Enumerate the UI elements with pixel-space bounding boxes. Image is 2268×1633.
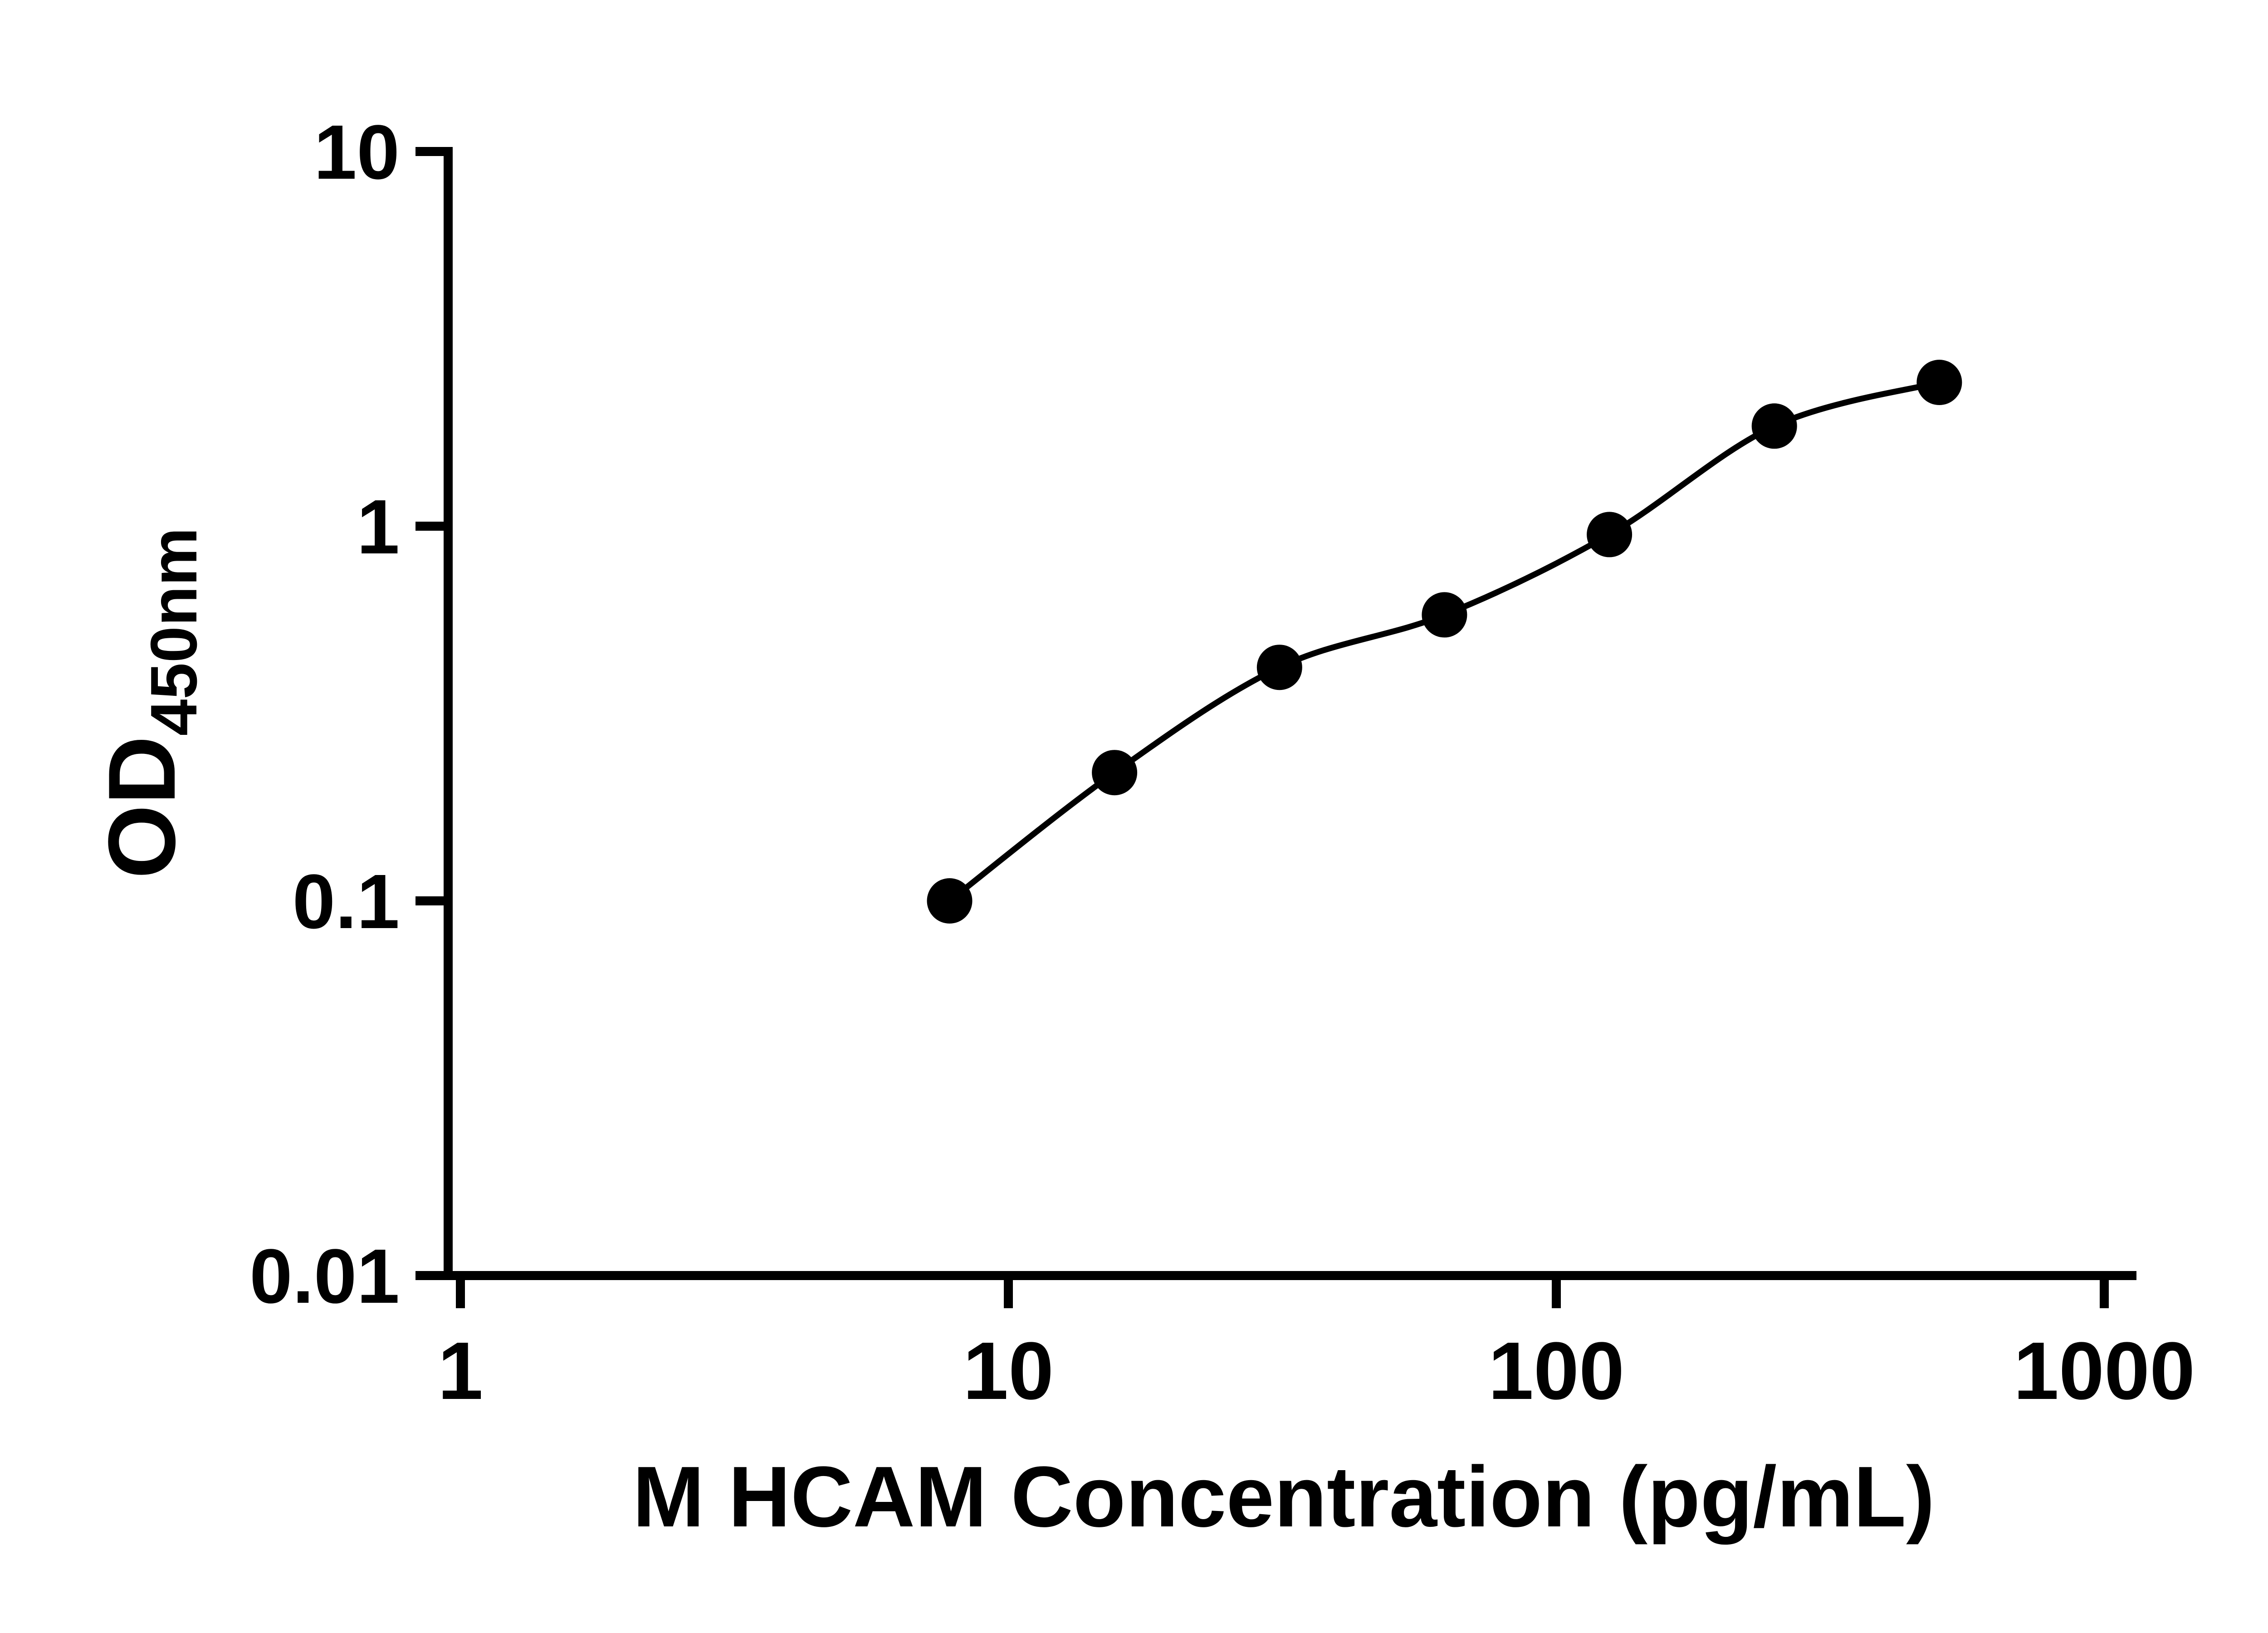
- data-point-marker: [1092, 750, 1138, 796]
- y-axis-title-main: OD: [88, 736, 195, 879]
- x-axis-tick-label: 10: [963, 1325, 1054, 1417]
- x-axis-tick-label: 1: [438, 1325, 483, 1417]
- y-axis-tick-label: 1: [357, 484, 400, 570]
- data-point-marker: [1256, 645, 1302, 690]
- data-point-marker: [1422, 592, 1467, 638]
- data-point-marker: [1916, 360, 1962, 405]
- data-point-marker: [1587, 512, 1633, 557]
- standard-curve-fit-line: [947, 379, 1942, 904]
- y-axis-title-subscript: 450nm: [137, 528, 210, 736]
- y-axis-title: OD450nm: [88, 528, 210, 879]
- x-axis-title: M HCAM Concentration (pg/mL): [633, 1449, 1935, 1545]
- data-point-marker: [1751, 403, 1797, 449]
- x-axis-tick-label: 1000: [2014, 1325, 2195, 1417]
- plot-area: 10 1 0.1 0.01 1 10 100 1000: [249, 109, 2195, 1417]
- y-axis-tick-label: 10: [314, 109, 400, 196]
- x-axis-tick-label: 100: [1488, 1325, 1624, 1417]
- data-point-marker: [927, 878, 973, 924]
- y-axis-tick-label: 0.1: [293, 859, 400, 945]
- y-axis-tick-label: 0.01: [249, 1233, 400, 1320]
